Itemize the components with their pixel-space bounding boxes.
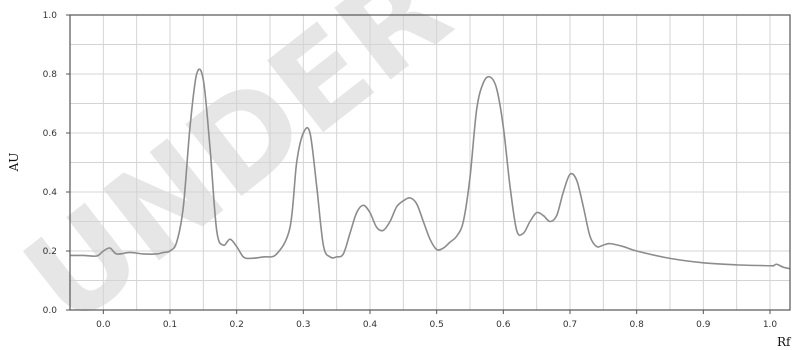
y-tick-label: 0.0 [43, 306, 58, 316]
y-tick-label: 0.2 [43, 247, 57, 257]
x-tick-label: 0.0 [96, 320, 111, 330]
x-tick-label: 0.4 [363, 320, 378, 330]
x-tick-label: 0.6 [496, 320, 511, 330]
y-axis-label: AU [7, 153, 21, 173]
x-tick-label: 1.0 [763, 320, 778, 330]
x-tick-label: 0.7 [563, 320, 577, 330]
series-line [69, 68, 791, 270]
x-tick-label: 0.2 [230, 320, 244, 330]
x-tick-label: 0.8 [630, 320, 645, 330]
x-tick-label: 0.3 [296, 320, 310, 330]
y-tick-label: 0.8 [43, 70, 58, 80]
x-tick-label: 0.1 [163, 320, 177, 330]
y-tick-label: 0.4 [43, 188, 58, 198]
x-tick-label: 0.9 [696, 320, 711, 330]
watermark: UNDER PE [0, 0, 650, 350]
y-axis-ticks: 0.0 0.2 0.4 0.6 0.8 1.0 [43, 11, 70, 316]
watermark-text: UNDER PE [0, 0, 650, 350]
x-tick-label: 0.5 [430, 320, 444, 330]
y-tick-label: 1.0 [43, 11, 58, 21]
x-axis-label: Rf [777, 335, 792, 349]
x-axis-ticks: 0.0 0.1 0.2 0.3 0.4 0.5 0.6 0.7 0.8 0.9 1.0 [96, 310, 777, 330]
y-tick-label: 0.6 [43, 129, 58, 139]
plot-frame [69, 14, 791, 311]
gridlines [69, 15, 790, 310]
